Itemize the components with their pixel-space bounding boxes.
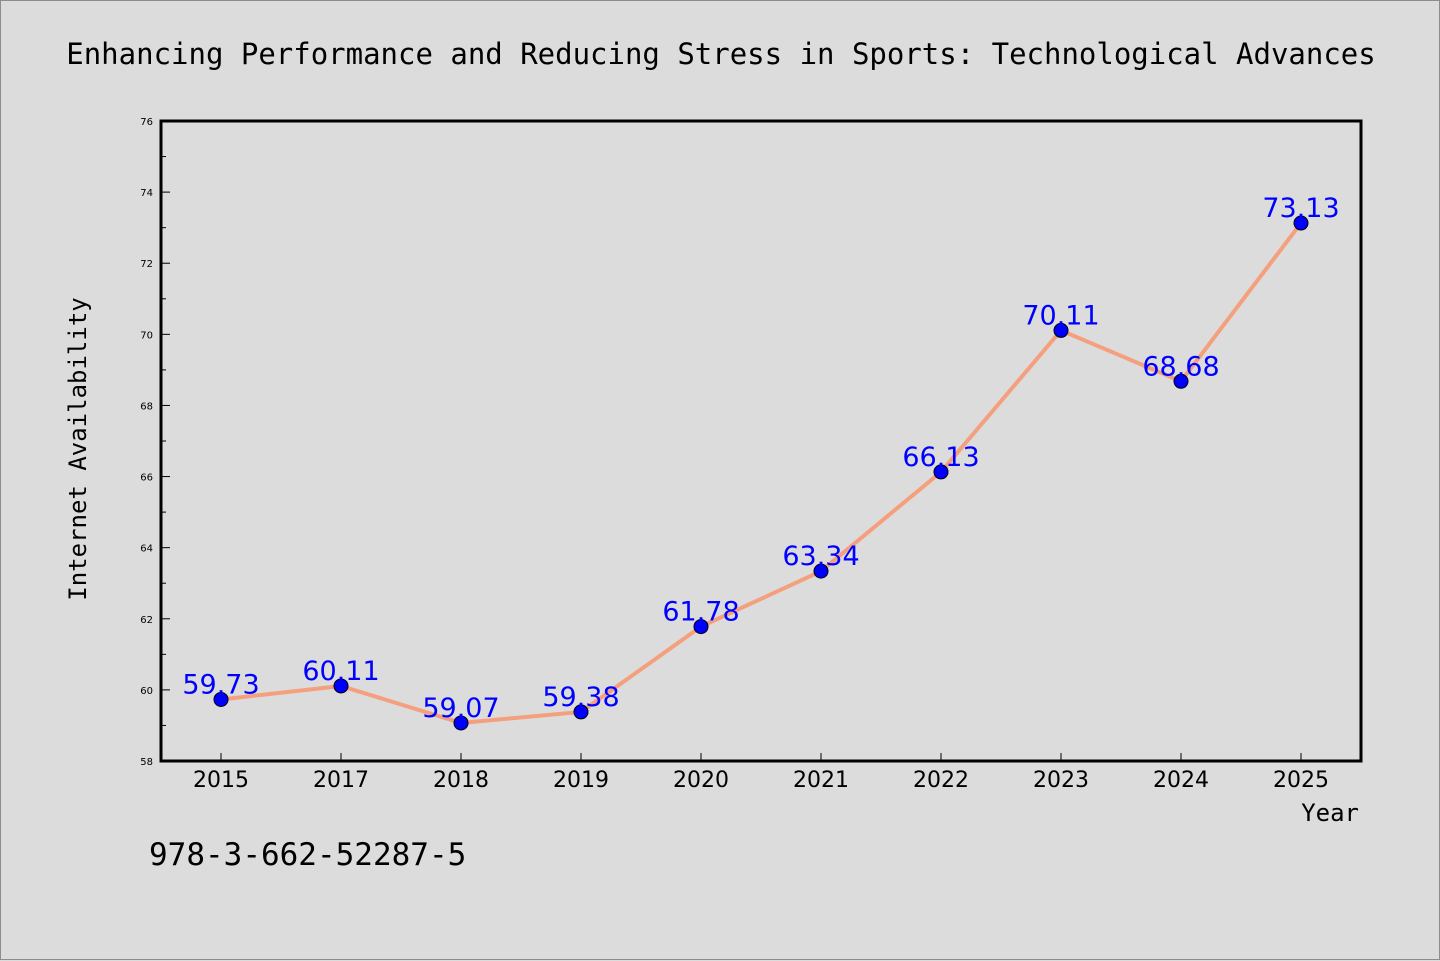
y-tick-label: 60 [140,686,153,697]
y-tick-label: 66 [140,473,153,484]
x-tick-label: 2020 [673,768,729,793]
y-axis: 58 60 62 64 66 68 70 72 74 76 [140,117,170,768]
data-label: 59.73 [182,669,259,700]
y-tick-label: 58 [140,757,153,768]
data-point [693,619,709,635]
series-internet-availability: 59.73 60.11 59.07 59.38 61.78 63.34 66.13 70.11… [182,193,1340,731]
data-label: 61.78 [662,597,739,628]
x-tick-label: 2018 [433,768,489,793]
data-label: 63.34 [782,541,859,572]
data-point [573,704,589,720]
x-axis-label: Year [1301,799,1359,827]
data-label: 70.11 [1022,300,1099,331]
x-tick-label: 2015 [193,768,249,793]
x-tick-label: 2017 [313,768,369,793]
data-point [1173,373,1189,389]
data-point [333,678,349,694]
y-tick-label: 70 [140,330,153,341]
y-tick-label: 64 [140,544,153,555]
x-tick-label: 2023 [1033,768,1089,793]
x-tick-label: 2019 [553,768,609,793]
y-axis-label: Internet Availability [64,297,92,600]
y-tick-label: 74 [140,188,153,199]
data-point [1053,322,1069,338]
data-label: 59.38 [542,682,619,713]
data-point [933,464,949,480]
y-tick-label: 68 [140,401,153,412]
data-point [453,715,469,731]
data-point [813,563,829,579]
series-line [219,221,1303,725]
x-tick-label: 2025 [1273,768,1329,793]
y-tick-label: 72 [140,259,153,270]
data-point [213,691,229,707]
x-tick-label: 2022 [913,768,969,793]
x-tick-label: 2024 [1153,768,1209,793]
data-label: 68.68 [1142,351,1219,382]
y-tick-label: 76 [140,117,153,128]
data-point [1293,215,1309,231]
x-tick-label: 2021 [793,768,849,793]
y-tick-label: 62 [140,615,153,626]
data-label: 59.07 [422,693,499,724]
data-label: 60.11 [302,656,379,687]
data-label: 73.13 [1262,193,1339,224]
data-label: 66.13 [902,442,979,473]
x-axis: 2015 2017 2018 2019 2020 2021 2022 2023 2024 2025 [193,753,1329,793]
chart-title: Enhancing Performance and Reducing Stres… [66,37,1375,71]
isbn-annotation: 978-3-662-52287-5 [149,837,466,873]
